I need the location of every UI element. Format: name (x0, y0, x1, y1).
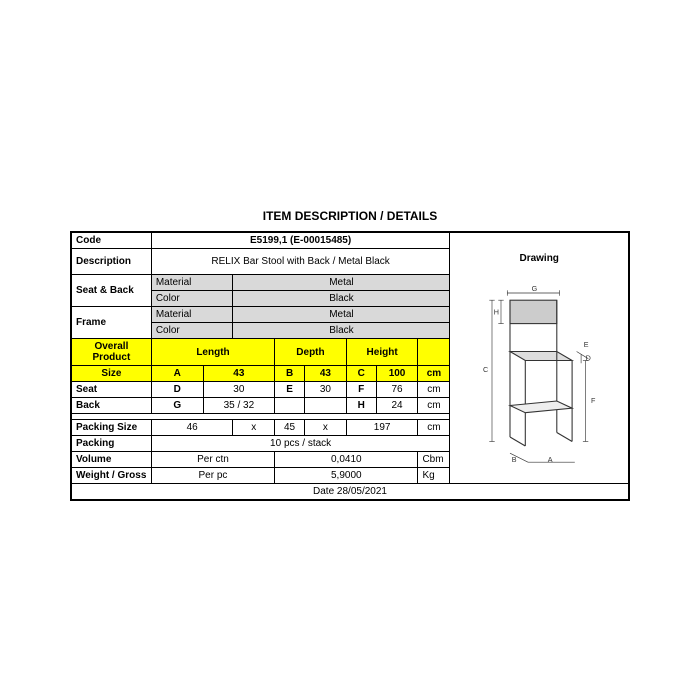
dim-G: G (151, 398, 203, 414)
material-label: Material (151, 307, 233, 323)
table-row: Code E5199,1 (E-00015485) Drawing (72, 233, 629, 249)
height-label: Height (346, 339, 418, 366)
length-label: Length (151, 339, 274, 366)
color-label: Color (151, 323, 233, 339)
drawing-cell: Drawing (450, 233, 629, 484)
E-value: 30 (305, 382, 347, 398)
per-pc: Per pc (151, 468, 274, 484)
description-value: RELIX Bar Stool with Back / Metal Black (151, 249, 450, 275)
svg-text:C: C (483, 365, 488, 374)
seatback-color: Black (233, 291, 450, 307)
svg-text:G: G (532, 284, 538, 293)
D-value: 30 (203, 382, 275, 398)
packing-value: 10 pcs / stack (151, 436, 450, 452)
svg-text:H: H (494, 308, 499, 317)
code-value: E5199,1 (E-00015485) (151, 233, 450, 249)
unit-cm: cm (418, 420, 450, 436)
F-value: 76 (376, 382, 418, 398)
table-row: Date 28/05/2021 (72, 484, 629, 500)
blank (418, 339, 450, 366)
svg-text:F: F (591, 396, 596, 405)
unit-cm: cm (418, 398, 450, 414)
back-label: Back (72, 398, 152, 414)
dim-F: F (346, 382, 376, 398)
overall-label: Overall Product (72, 339, 152, 366)
description-label: Description (72, 249, 152, 275)
frame-material: Metal (233, 307, 450, 323)
unit-kg: Kg (418, 468, 450, 484)
date-cell: Date 28/05/2021 (72, 484, 629, 500)
overall-size-label: Size (72, 366, 152, 382)
packing-size-label: Packing Size (72, 420, 152, 436)
blank (275, 398, 305, 414)
blank (305, 398, 347, 414)
seatback-label: Seat & Back (72, 275, 152, 307)
G-value: 35 / 32 (203, 398, 275, 414)
frame-color: Black (233, 323, 450, 339)
ps1: 46 (151, 420, 233, 436)
color-label: Color (151, 291, 233, 307)
volume-value: 0,0410 (275, 452, 418, 468)
unit-cm: cm (418, 366, 450, 382)
unit-cbm: Cbm (418, 452, 450, 468)
svg-text:E: E (584, 340, 589, 349)
dim-A: A (151, 366, 203, 382)
weight-label: Weight / Gross (72, 468, 152, 484)
unit-cm: cm (418, 382, 450, 398)
x: x (233, 420, 275, 436)
spec-sheet: Code E5199,1 (E-00015485) Drawing (70, 231, 630, 501)
spec-table: Code E5199,1 (E-00015485) Drawing (71, 232, 629, 500)
dim-H: H (346, 398, 376, 414)
per-ctn: Per ctn (151, 452, 274, 468)
code-label: Code (72, 233, 152, 249)
dim-E: E (275, 382, 305, 398)
date-label: Date (313, 486, 334, 497)
seatback-material: Metal (233, 275, 450, 291)
H-value: 24 (376, 398, 418, 414)
page-title: ITEM DESCRIPTION / DETAILS (70, 199, 630, 231)
depth-label: Depth (275, 339, 347, 366)
ps3: 197 (346, 420, 418, 436)
frame-label: Frame (72, 307, 152, 339)
dim-C: C (346, 366, 376, 382)
seat-label: Seat (72, 382, 152, 398)
svg-text:A: A (548, 455, 553, 464)
A-value: 43 (203, 366, 275, 382)
dim-B: B (275, 366, 305, 382)
drawing-icon: G H C E D F B A (450, 284, 628, 464)
ps2: 45 (275, 420, 305, 436)
x: x (305, 420, 347, 436)
volume-label: Volume (72, 452, 152, 468)
B-value: 43 (305, 366, 347, 382)
dim-D: D (151, 382, 203, 398)
drawing-label: Drawing (450, 233, 628, 284)
date-value: 28/05/2021 (337, 486, 387, 497)
C-value: 100 (376, 366, 418, 382)
svg-text:D: D (586, 354, 591, 363)
packing-label: Packing (72, 436, 152, 452)
material-label: Material (151, 275, 233, 291)
weight-value: 5,9000 (275, 468, 418, 484)
svg-text:B: B (512, 455, 517, 464)
